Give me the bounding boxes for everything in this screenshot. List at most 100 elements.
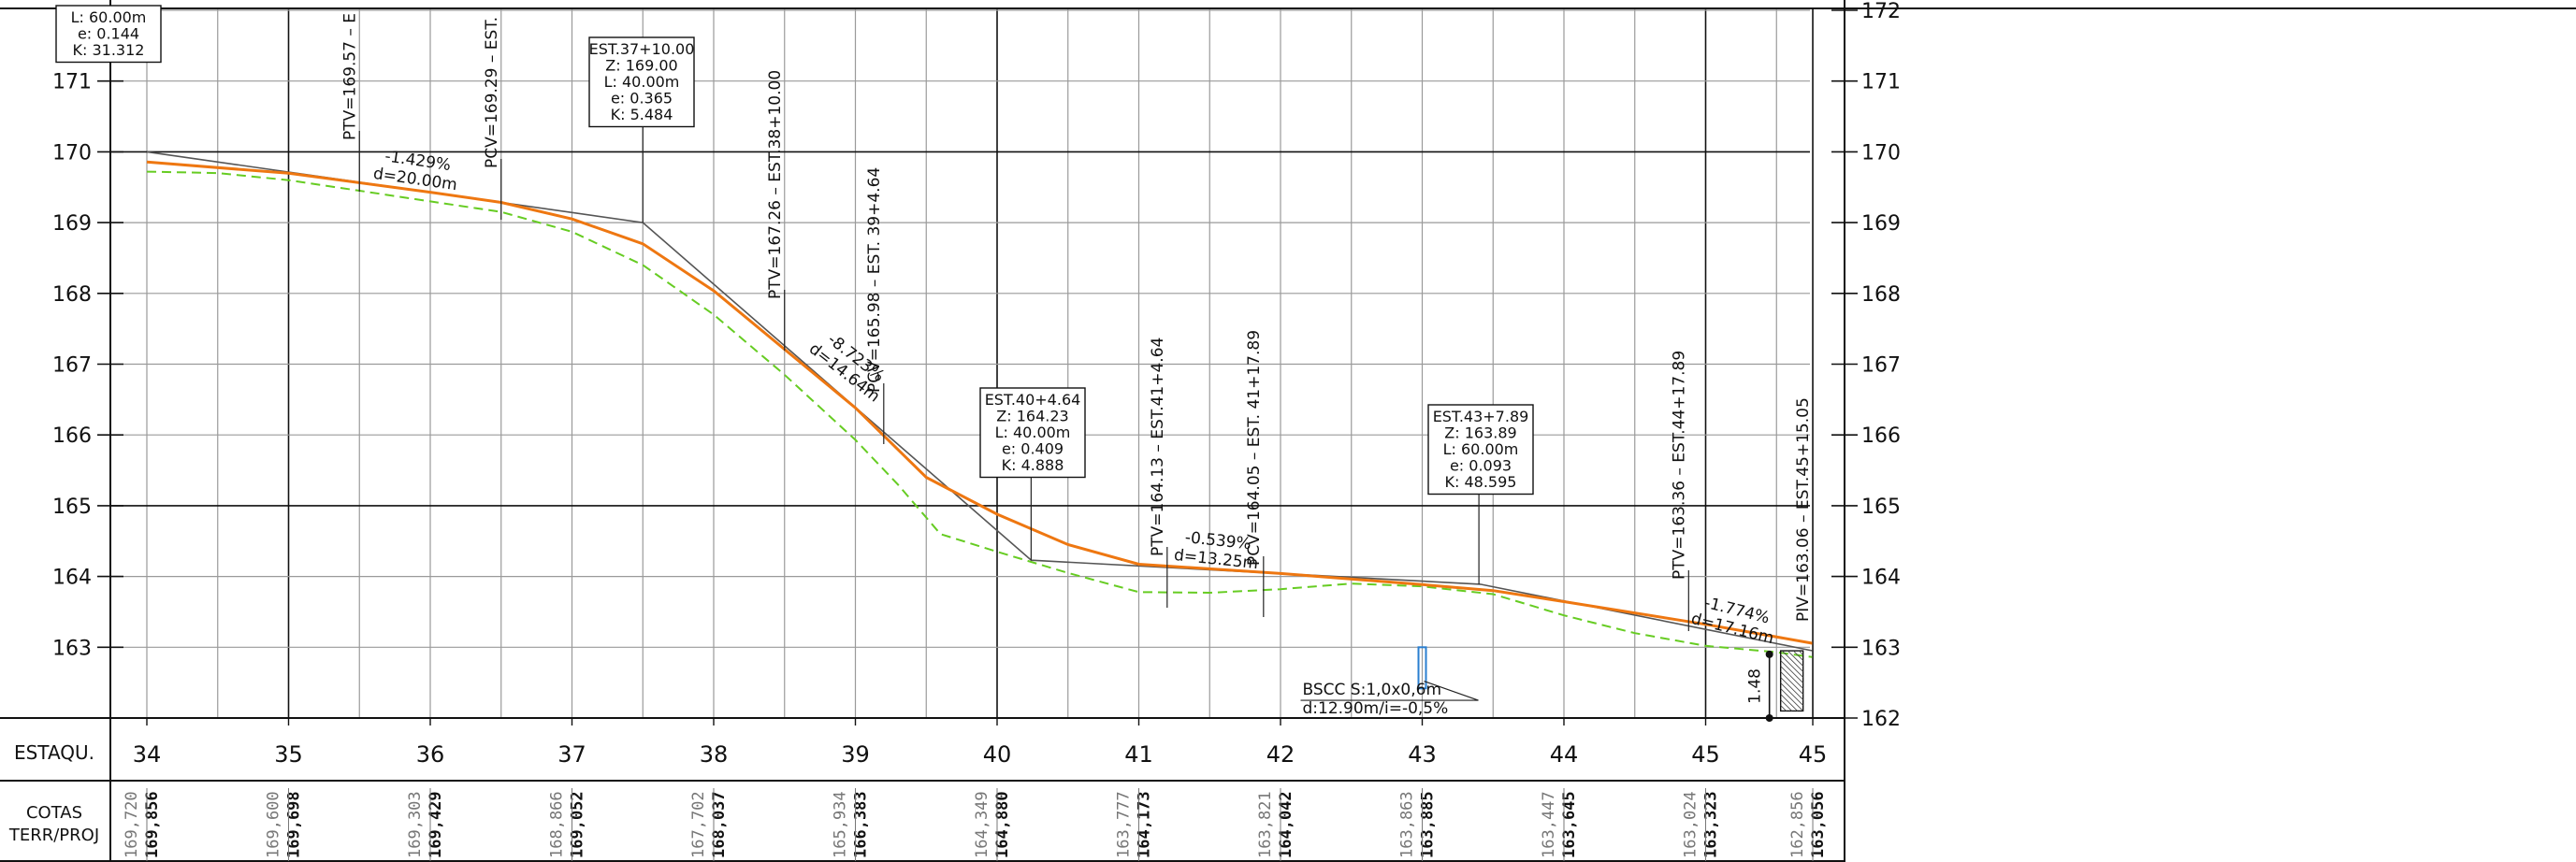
- cota-projeto: 164,042: [1277, 791, 1295, 858]
- cota-terreno: 163,821: [1256, 791, 1275, 858]
- cota-projeto: 169,429: [427, 791, 445, 858]
- headwall-hatch: [1780, 677, 1803, 700]
- station-label: 37: [557, 741, 586, 768]
- cota-projeto: 164,173: [1136, 791, 1154, 858]
- vertical-curve-line: L: 60.00m: [71, 8, 147, 26]
- right-axis-elevation-label: 166: [1861, 424, 1901, 448]
- row-label-cotas: COTAS: [26, 803, 82, 823]
- cota-terreno: 162,856: [1788, 791, 1807, 858]
- station-label: 39: [841, 741, 870, 768]
- vertical-curve-frame: [588, 36, 695, 128]
- vertical-curve-line: EST.37+10.00: [589, 40, 695, 58]
- headwall-hatch: [1780, 688, 1803, 711]
- cota-terreno: 169,303: [406, 791, 425, 858]
- station-label: 45: [1691, 741, 1720, 768]
- headwall-hatch: [1782, 650, 1803, 672]
- curve-point-label: PTV=167.26 – EST.38+10.00: [766, 70, 785, 299]
- station-label: 34: [133, 741, 162, 768]
- vertical-curve-line: K: 48.595: [1445, 473, 1517, 491]
- cota-projeto: 169,052: [569, 791, 587, 858]
- elevation-axes: 163 164 165 166 167 168 169 170 171 162 163 164 165 1…: [52, 0, 1901, 731]
- left-axis-elevation-label: 163: [52, 637, 92, 660]
- station-label: 38: [700, 741, 729, 768]
- headwall-hatch: [1780, 671, 1803, 695]
- station-label: 43: [1408, 741, 1437, 768]
- headwall-hatch: [1780, 699, 1792, 711]
- left-axis-elevation-label: 169: [52, 212, 92, 236]
- vertical-curve-line: L: 60.00m: [1443, 440, 1519, 458]
- cota-projeto: 164,880: [993, 791, 1012, 858]
- grid-lines: [110, 8, 1814, 719]
- vertical-curve-line: K: 5.484: [611, 106, 673, 123]
- dimension-end-marker: [1765, 650, 1773, 658]
- curve-point-label: PCV=164.05 – EST. 41+17.89: [1245, 330, 1264, 566]
- left-axis-elevation-label: 165: [52, 496, 92, 519]
- vertical-curve-line: L: 40.00m: [604, 73, 680, 91]
- station-label: 35: [274, 741, 303, 768]
- vertical-curve-frame: [55, 5, 162, 64]
- right-axis-elevation-label: 167: [1861, 354, 1901, 378]
- cota-projeto: 163,056: [1809, 791, 1828, 858]
- vertical-curve-line: L: 40.00m: [995, 424, 1071, 441]
- curve-point-label: PCV=165.98 – EST. 39+4.64: [865, 167, 884, 393]
- curve-point-label: PTV=164.13 – EST.41+4.64: [1149, 338, 1167, 556]
- headwall-hatch: [1780, 705, 1787, 711]
- vertical-curve-line: K: 31.312: [73, 41, 145, 59]
- headwall-hatch: [1787, 650, 1803, 667]
- cota-projeto: 163,323: [1702, 791, 1721, 858]
- right-axis-elevation-label: 163: [1861, 637, 1901, 660]
- left-axis-elevation-label: 170: [52, 141, 92, 165]
- cota-projeto: 166,383: [852, 791, 871, 858]
- right-axis-elevation-label: 164: [1861, 567, 1901, 590]
- headwall-hatch: [1780, 682, 1803, 706]
- right-axis-elevation-label: 162: [1861, 708, 1901, 731]
- vertical-curve-line: e: 0.144: [78, 25, 139, 43]
- cota-projeto: 163,885: [1419, 791, 1438, 858]
- vertical-curve-line: e: 0.365: [611, 90, 673, 108]
- profile-series: [146, 151, 1814, 658]
- cota-projeto: 163,645: [1560, 791, 1579, 858]
- left-axis-elevation-label: 164: [52, 567, 92, 590]
- station-label: 40: [983, 741, 1012, 768]
- station-label: 45: [1799, 741, 1828, 768]
- right-axis-elevation-label: 168: [1861, 283, 1901, 307]
- station-label: 41: [1124, 741, 1153, 768]
- vertical-curve-line: e: 0.093: [1450, 457, 1512, 475]
- right-axis-elevation-label: 171: [1861, 71, 1901, 94]
- vertical-curve-line: EST.43+7.89: [1433, 408, 1529, 425]
- terrain-line: [146, 170, 1814, 658]
- headwall-hatch: [1780, 666, 1803, 689]
- dimension-end-marker: [1765, 714, 1773, 722]
- vertical-curve-line: Z: 169.00: [605, 57, 677, 75]
- left-axis-elevation-label: 168: [52, 283, 92, 307]
- headwall-hatch: [1780, 660, 1803, 683]
- row-label-estaqueamento: ESTAQU.: [14, 741, 94, 764]
- culvert-note-line1: BSCC S:1,0x0,6m: [1303, 681, 1442, 699]
- vertical-curve-line: e: 0.409: [1002, 440, 1064, 458]
- left-axis-elevation-label: 167: [52, 354, 92, 378]
- grade-label: -1.774%d=17.16m: [1689, 594, 1775, 648]
- cota-terreno: 163,024: [1682, 791, 1700, 858]
- cota-terreno: 163,447: [1540, 791, 1558, 858]
- vertical-curve-line: Z: 164.23: [996, 408, 1068, 425]
- cota-terreno: 169,600: [265, 791, 283, 858]
- row-label-terr-proj: TERR/PROJ: [8, 826, 99, 845]
- headwall-hatch: [1799, 650, 1803, 655]
- headwall-hatch: [1780, 654, 1803, 678]
- vertical-curve-frame: [979, 387, 1086, 479]
- right-axis-elevation-label: 172: [1861, 0, 1901, 23]
- culvert-note-line2: d:12.90m/i=-0,5%: [1303, 699, 1449, 718]
- station-table: ESTAQU. COTAS TERR/PROJ 34 169,720 169,856…: [8, 718, 1828, 861]
- cota-terreno: 165,934: [832, 791, 850, 858]
- curve-point-label: PTV=163.36 – EST.44+17.89: [1670, 351, 1688, 580]
- culvert-symbol: [1417, 646, 1427, 690]
- vertical-curve-frame: [1427, 404, 1534, 496]
- project-line: [146, 160, 1814, 645]
- vertical-curve-line: Z: 163.89: [1444, 424, 1516, 442]
- curve-point-label: PCV=169.29 – EST.: [483, 17, 501, 168]
